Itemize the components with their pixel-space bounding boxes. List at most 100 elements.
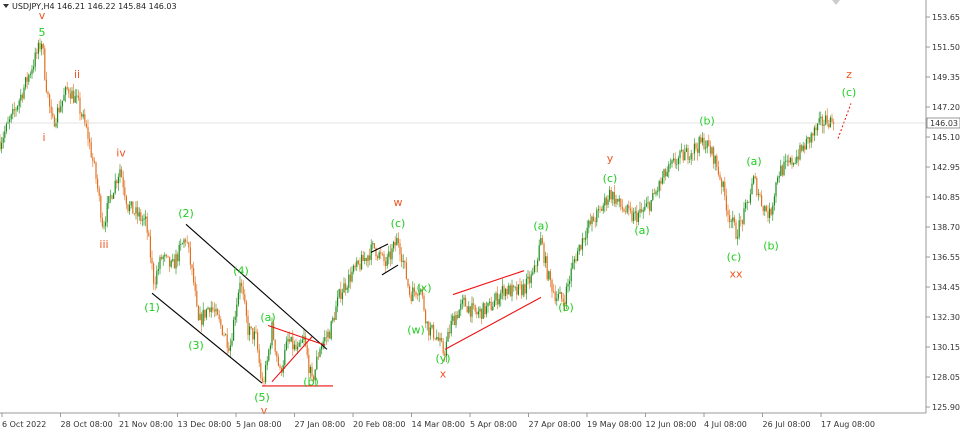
wave-label: i <box>42 131 45 144</box>
candle-body <box>260 363 262 379</box>
candle-body <box>703 137 705 149</box>
candle-body <box>95 162 97 179</box>
candle-body <box>81 113 83 117</box>
wave-label: (a) <box>746 155 761 168</box>
candle-body <box>644 206 646 211</box>
candle-body <box>25 77 27 88</box>
candle-body <box>769 208 771 218</box>
candle-body <box>164 254 166 257</box>
candle-body <box>439 338 441 341</box>
candle-body <box>641 209 643 212</box>
candle-body <box>295 344 297 350</box>
wave-label: v <box>39 9 46 22</box>
candle-body <box>405 262 407 279</box>
candle-body <box>666 171 668 177</box>
x-tick-label: 26 Jul 08:00 <box>763 420 811 429</box>
candle-body <box>529 276 531 284</box>
candle-body <box>79 97 81 114</box>
y-tick-label: 140.85 <box>932 193 960 202</box>
candle-body <box>746 201 748 203</box>
candle-body <box>316 356 318 370</box>
candle-body <box>730 221 732 222</box>
candle-body <box>489 301 491 303</box>
candle-body <box>693 143 695 154</box>
candle-body <box>639 209 641 213</box>
candle-body <box>812 133 814 136</box>
candle-body <box>383 254 385 262</box>
candle-body <box>373 243 375 248</box>
candle-body <box>9 119 11 123</box>
candle-body <box>567 283 569 287</box>
candle-body <box>92 157 94 162</box>
candle-body <box>759 194 761 196</box>
candle-body <box>199 313 201 321</box>
candle-body <box>735 222 737 239</box>
candle-body <box>583 238 585 240</box>
candle-body <box>561 292 563 299</box>
candle-body <box>13 109 15 111</box>
candle-body <box>343 283 345 293</box>
candle-body <box>237 292 239 305</box>
candle-body <box>713 147 715 164</box>
candle-body <box>391 248 393 260</box>
candle-body <box>817 123 819 131</box>
scroll-marker[interactable] <box>832 0 840 5</box>
candle-body <box>789 157 791 163</box>
candle-body <box>721 179 723 187</box>
y-tick-label: 130.15 <box>932 343 960 352</box>
candle-body <box>487 302 489 307</box>
candle-body <box>457 315 459 319</box>
candle-body <box>84 114 86 124</box>
x-tick-label: 14 Mar 08:00 <box>412 420 465 429</box>
candle-body <box>205 309 207 318</box>
candle-body <box>634 211 636 213</box>
candle-body <box>509 285 511 297</box>
x-tick-label: 4 Jul 08:00 <box>704 420 747 429</box>
chart-header[interactable]: USDJPY,H4 146.21 146.22 145.84 146.03 <box>3 2 177 11</box>
candle-body <box>818 118 820 124</box>
candle-body <box>618 198 620 202</box>
candle-body <box>17 106 19 110</box>
wave-label: (1) <box>144 301 160 314</box>
candle-body <box>289 339 291 342</box>
candle-body <box>381 253 383 255</box>
wave-label: iii <box>99 238 108 251</box>
candle-body <box>276 351 278 358</box>
candle-body <box>287 339 289 342</box>
candle-body <box>517 284 519 295</box>
candle-body <box>354 265 356 267</box>
candle-body <box>98 188 100 196</box>
wave-label: (3) <box>188 339 204 352</box>
candle-body <box>53 116 55 127</box>
candle-body <box>581 238 583 250</box>
candle-body <box>514 287 516 288</box>
scroll-marker-icon[interactable] <box>832 0 840 5</box>
candle-body <box>106 203 108 223</box>
candle-body <box>12 109 14 115</box>
wave-label: w <box>394 196 403 209</box>
candle-body <box>793 163 795 165</box>
candle-body <box>42 43 44 49</box>
candle-body <box>349 274 351 282</box>
candle-body <box>346 287 348 290</box>
candle-body <box>706 140 708 148</box>
candle-body <box>148 232 150 237</box>
candle-body <box>434 338 436 340</box>
candle-body <box>751 183 753 195</box>
candle-body <box>82 114 84 117</box>
dropdown-triangle-icon[interactable] <box>3 4 9 8</box>
candle-body <box>385 261 387 266</box>
candle-body <box>305 336 307 346</box>
y-tick-label: 128.05 <box>932 373 960 382</box>
candle-body <box>780 165 782 176</box>
candle-body <box>557 294 559 299</box>
candle-body <box>209 308 211 313</box>
candle-body <box>333 317 335 320</box>
wave-label: x <box>440 367 447 380</box>
candle-body <box>772 205 774 215</box>
candle-body <box>63 94 65 101</box>
wave-label: iv <box>116 147 126 160</box>
candle-body <box>465 297 467 307</box>
